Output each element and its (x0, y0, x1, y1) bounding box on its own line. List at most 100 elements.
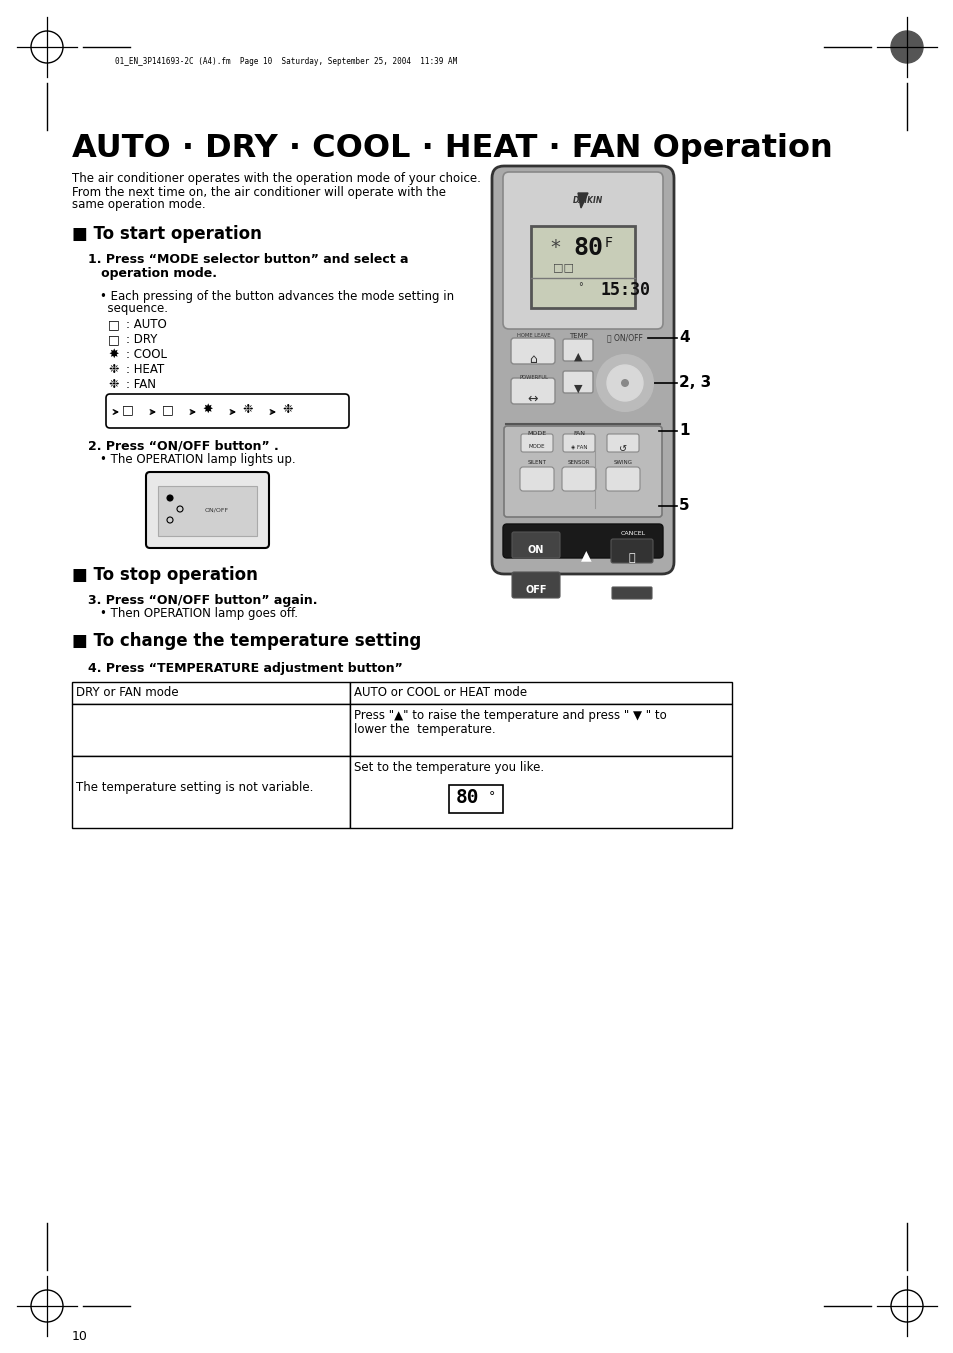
FancyBboxPatch shape (562, 371, 593, 392)
Text: : DRY: : DRY (126, 333, 157, 346)
Text: TIMER: TIMER (575, 614, 596, 620)
Text: ▼: ▼ (580, 584, 591, 598)
Text: 4: 4 (679, 330, 689, 345)
Text: ■ To change the temperature setting: ■ To change the temperature setting (71, 632, 421, 649)
Text: DRY or FAN mode: DRY or FAN mode (76, 686, 178, 700)
Text: SENSOR: SENSOR (567, 460, 590, 465)
FancyBboxPatch shape (610, 538, 652, 563)
Text: 3. Press “ON/OFF button” again.: 3. Press “ON/OFF button” again. (88, 594, 317, 607)
FancyBboxPatch shape (106, 394, 349, 428)
Text: : COOL: : COOL (126, 348, 167, 361)
Text: □: □ (162, 403, 173, 415)
Text: ✸: ✸ (109, 348, 119, 361)
Bar (71, 756, 350, 828)
Text: MODE: MODE (528, 444, 545, 449)
FancyBboxPatch shape (606, 434, 639, 452)
Text: OFF: OFF (525, 584, 546, 595)
Text: • The OPERATION lamp lights up.: • The OPERATION lamp lights up. (100, 453, 295, 465)
Text: ❉: ❉ (109, 377, 119, 391)
FancyBboxPatch shape (512, 572, 559, 598)
Text: ⌂: ⌂ (529, 353, 537, 367)
Text: operation mode.: operation mode. (88, 267, 216, 280)
Text: 1: 1 (679, 423, 689, 438)
Text: MODE: MODE (527, 432, 546, 436)
FancyBboxPatch shape (449, 785, 502, 813)
Text: 2. Press “ON/OFF button” .: 2. Press “ON/OFF button” . (88, 440, 278, 453)
FancyBboxPatch shape (519, 467, 554, 491)
FancyBboxPatch shape (502, 524, 662, 557)
Polygon shape (578, 193, 587, 208)
Text: POWERFUL: POWERFUL (519, 375, 548, 380)
FancyBboxPatch shape (562, 340, 593, 361)
Text: TEMP: TEMP (568, 333, 587, 340)
FancyBboxPatch shape (146, 472, 269, 548)
Text: ↔: ↔ (527, 392, 537, 406)
Text: ◈ FAN: ◈ FAN (570, 444, 587, 449)
Text: SWING: SWING (613, 460, 632, 465)
FancyBboxPatch shape (511, 338, 555, 364)
Circle shape (620, 379, 628, 387)
Text: Set to the temperature you like.: Set to the temperature you like. (354, 760, 543, 774)
Text: ❉: ❉ (109, 363, 119, 376)
Text: ❉: ❉ (282, 403, 293, 415)
Text: CANCEL: CANCEL (619, 530, 645, 536)
FancyBboxPatch shape (605, 467, 639, 491)
Bar (350, 682, 731, 704)
FancyBboxPatch shape (511, 377, 555, 405)
Text: AUTO · DRY · COOL · HEAT · FAN Operation: AUTO · DRY · COOL · HEAT · FAN Operation (71, 133, 832, 164)
Text: *: * (550, 238, 559, 257)
Circle shape (167, 495, 172, 501)
Text: same operation mode.: same operation mode. (71, 198, 206, 211)
FancyBboxPatch shape (520, 434, 553, 452)
Text: □: □ (108, 318, 120, 331)
Bar (71, 682, 350, 704)
Text: ▲: ▲ (573, 352, 581, 363)
Text: ▲: ▲ (580, 548, 591, 561)
FancyBboxPatch shape (612, 587, 651, 599)
Text: lower the  temperature.: lower the temperature. (354, 723, 496, 736)
Text: AUTO or COOL or HEAT mode: AUTO or COOL or HEAT mode (354, 686, 527, 700)
Text: : AUTO: : AUTO (126, 318, 167, 331)
Text: 2, 3: 2, 3 (679, 376, 711, 391)
FancyBboxPatch shape (512, 532, 559, 557)
Text: 10: 10 (71, 1330, 88, 1344)
Text: □□: □□ (553, 262, 574, 272)
Bar (71, 704, 350, 756)
Bar (158, 486, 256, 536)
Bar (350, 756, 731, 828)
Text: HOME LEAVE: HOME LEAVE (517, 333, 550, 338)
Text: FAN: FAN (573, 432, 584, 436)
FancyBboxPatch shape (562, 434, 595, 452)
Text: 80: 80 (573, 235, 602, 260)
Text: : HEAT: : HEAT (126, 363, 164, 376)
Text: From the next time on, the air conditioner will operate with the: From the next time on, the air condition… (71, 185, 446, 199)
FancyBboxPatch shape (503, 426, 661, 517)
Text: □: □ (122, 403, 133, 415)
Bar (350, 704, 731, 756)
Text: 4. Press “TEMPERATURE adjustment button”: 4. Press “TEMPERATURE adjustment button” (88, 662, 402, 675)
Text: ON: ON (527, 545, 543, 555)
Text: • Each pressing of the button advances the mode setting in: • Each pressing of the button advances t… (100, 290, 454, 303)
FancyBboxPatch shape (492, 166, 673, 574)
Text: ■ To start operation: ■ To start operation (71, 225, 262, 244)
Text: DAIKIN: DAIKIN (572, 196, 602, 206)
Text: • Then OPERATION lamp goes off.: • Then OPERATION lamp goes off. (100, 607, 297, 620)
Text: sequence.: sequence. (100, 302, 168, 315)
Text: 5: 5 (679, 498, 689, 514)
Text: ↺: ↺ (618, 444, 626, 455)
Circle shape (606, 365, 642, 400)
Text: The air conditioner operates with the operation mode of your choice.: The air conditioner operates with the op… (71, 172, 480, 185)
Text: ❉: ❉ (242, 403, 253, 415)
Text: : FAN: : FAN (126, 377, 156, 391)
Text: ✸: ✸ (202, 403, 213, 415)
Text: ON/OFF: ON/OFF (205, 507, 229, 513)
Text: ⏻ ON/OFF: ⏻ ON/OFF (606, 333, 642, 342)
Text: 80: 80 (456, 787, 479, 806)
Text: 01_EN_3P141693-2C (A4).fm  Page 10  Saturday, September 25, 2004  11:39 AM: 01_EN_3P141693-2C (A4).fm Page 10 Saturd… (115, 57, 456, 66)
FancyBboxPatch shape (502, 172, 662, 329)
Text: °: ° (489, 790, 495, 802)
Text: The temperature setting is not variable.: The temperature setting is not variable. (76, 781, 313, 794)
Text: SILENT: SILENT (527, 460, 546, 465)
Text: ▼: ▼ (573, 384, 581, 394)
Text: ■ To stop operation: ■ To stop operation (71, 566, 257, 584)
